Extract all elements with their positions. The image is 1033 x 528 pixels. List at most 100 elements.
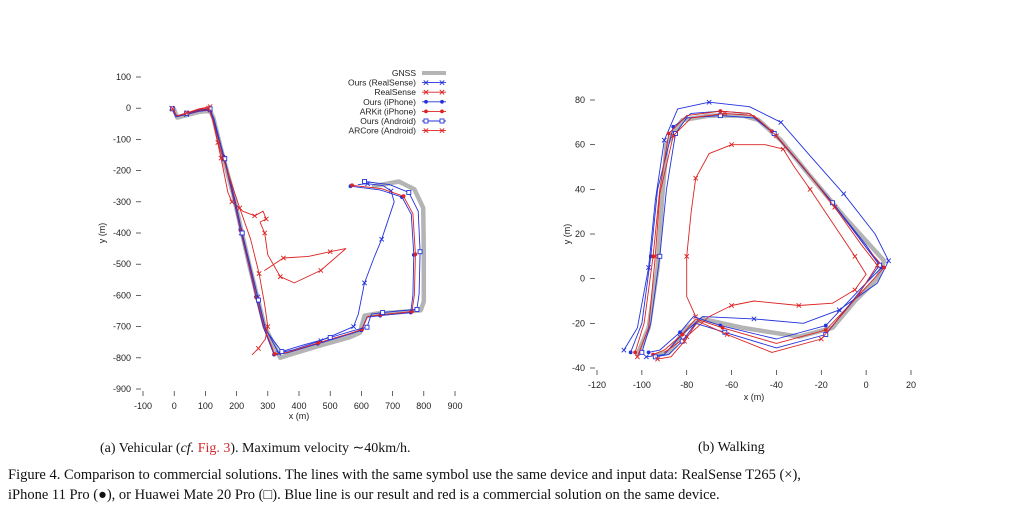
caption-line-1: Figure 4. Comparison to commercial solut… (8, 467, 801, 483)
walking-series-realsense-point (729, 302, 735, 308)
walking-plot-lines (621, 99, 892, 362)
vehicular-y-tick-label: -700 (113, 322, 131, 332)
vehicular-series-ours-android-point (239, 230, 245, 236)
vehicular-axes: 100 0 -100 -200 -300 -400 -500 -600 -700 -800 -900… (113, 72, 463, 411)
vehicular-x-tick: 400 (291, 391, 307, 411)
vehicular-series-ours-android-point (362, 179, 367, 184)
legend-item-ours-realsense: Ours (RealSense) (348, 78, 446, 88)
vehicular-series-arcore-android-point (237, 205, 243, 211)
legend-item-ours-iphone: Ours (iPhone) (363, 97, 446, 107)
walking-series-arkit-iphone-point (720, 325, 725, 330)
legend-marker (439, 118, 445, 124)
vehicular-series-realsense-point (327, 249, 333, 255)
figure-caption: Figure 4. Comparison to commercial solut… (8, 465, 1028, 505)
vehicular-series-arkit-iphone-point (350, 183, 354, 188)
legend-label: Ours (iPhone) (363, 97, 416, 107)
walking-series-realsense-point (693, 175, 699, 181)
caption-line-2: iPhone 11 Pro (●), or Huawei Mate 20 Pro… (8, 487, 720, 503)
walking-series-gnss-line (635, 113, 887, 357)
vehicular-x-tick-label: 100 (198, 401, 213, 411)
subcaption-vehicular: (a) Vehicular (cf. Fig. 3). Maximum velo… (100, 440, 411, 457)
vehicular-series-arcore-android-point (256, 271, 262, 277)
legend-item-arkit-iphone: ARKit (iPhone) (360, 106, 446, 116)
vehicular-series-ours-android-line (172, 108, 421, 353)
vehicular-y-tick: 0 (126, 103, 141, 113)
walking-series-realsense-point (807, 186, 813, 192)
vehicular-series-ours-realsense (169, 105, 395, 356)
vehicular-series-realsense-point (277, 274, 283, 280)
vehicular-series-arcore-android-point (206, 105, 212, 111)
vehicular-series-arkit-iphone-point (316, 340, 321, 345)
walking-x-tick-label: -40 (770, 380, 783, 390)
vehicular-y-tick: -900 (113, 384, 141, 394)
walking-series-arkit-iphone-point (633, 350, 638, 355)
vehicular-series-ours-realsense-point (362, 280, 368, 286)
walking-y-tick-label: 20 (575, 229, 585, 239)
legend-marker (439, 89, 445, 95)
vehicular-series-realsense-point (280, 255, 286, 261)
vehicular-series-realsense-point (263, 216, 269, 222)
walking-series-realsense-point (796, 302, 802, 308)
vehicular-series-arcore-android-point (255, 345, 261, 351)
vehicular-series-realsense-point (229, 199, 235, 205)
vehicular-y-tick: -200 (113, 166, 141, 176)
walking-x-tick: -40 (770, 370, 783, 390)
walking-series-ours-realsense-point (778, 119, 784, 125)
vehicular-y-tick-label: -800 (113, 353, 131, 363)
vehicular-series-ours-android-point (327, 335, 333, 340)
legend-item-ours-android: Ours (Android) (360, 116, 446, 126)
walking-x-tick-label: 20 (906, 380, 916, 390)
walking-x-tick-label: -100 (633, 380, 651, 390)
vehicular-series-ours-android-point (406, 189, 412, 195)
vehicular-y-tick: 100 (116, 72, 141, 82)
legend-label: Ours (Android) (360, 116, 416, 126)
walking-series-ours-realsense (621, 99, 892, 360)
walking-series-ours-iphone-point (628, 350, 633, 355)
walking-series-arkit-iphone-line (634, 110, 885, 356)
walking-y-tick: 40 (575, 184, 595, 194)
walking-y-tick-label: 60 (575, 140, 585, 150)
legend-label: ARKit (iPhone) (360, 106, 416, 116)
walking-y-tick: 20 (575, 229, 595, 239)
vehicular-series-realsense-line (172, 106, 347, 284)
walking-series-ours-realsense-point (661, 137, 667, 143)
vehicular-series-realsense-point (262, 230, 268, 236)
vehicular-series-ours-android-point (279, 349, 285, 355)
walking-series-arkit-iphone-point (823, 328, 828, 332)
walking-y-axis-label: y (m) (562, 224, 572, 245)
vehicular-y-tick-label: -600 (113, 290, 131, 300)
vehicular-x-tick-label: 400 (291, 401, 306, 411)
subcaption-a-suffix: ). Maximum velocity ∼40km/h. (230, 441, 411, 456)
vehicular-series-ours-realsense-point (379, 236, 385, 242)
legend-marker (423, 128, 429, 134)
figure-3-link[interactable]: Fig. 3 (197, 441, 231, 456)
vehicular-x-tick: 500 (323, 391, 338, 411)
legend-marker (424, 99, 428, 104)
legend-item-gnss: GNSS (392, 68, 446, 78)
vehicular-x-tick-label: -100 (134, 401, 152, 411)
legend-label: ARCore (Android) (348, 126, 416, 136)
walking-series-arcore-android-point (681, 338, 687, 344)
walking-series-ours-realsense-point (841, 191, 847, 197)
vehicular-x-tick-label: 300 (260, 401, 275, 411)
walking-series-ours-android-line (641, 115, 881, 358)
vehicular-series-arcore-android-point (170, 106, 176, 112)
walking-x-tick: 0 (864, 370, 869, 390)
walking-x-tick-label: -60 (725, 380, 738, 390)
walking-series-arcore-android-point (652, 253, 658, 259)
walking-series-ours-realsense-point (836, 307, 842, 313)
walking-y-tick: 60 (575, 140, 595, 150)
vehicular-y-tick-label: -300 (113, 197, 131, 207)
legend-marker (440, 99, 444, 104)
legend-marker (423, 80, 429, 86)
vehicular-series-realsense-point (318, 267, 324, 273)
vehicular-x-tick: 900 (447, 391, 463, 411)
walking-x-tick-label: 0 (864, 380, 869, 390)
vehicular-x-tick: 300 (260, 391, 275, 411)
vehicular-y-tick: -600 (113, 290, 141, 300)
walking-series-ours-realsense-point (646, 264, 652, 271)
vehicular-series-arkit-iphone-point (272, 352, 277, 356)
vehicular-series-arkit-iphone-point (413, 252, 418, 257)
walking-series-ours-iphone-point (646, 350, 651, 355)
